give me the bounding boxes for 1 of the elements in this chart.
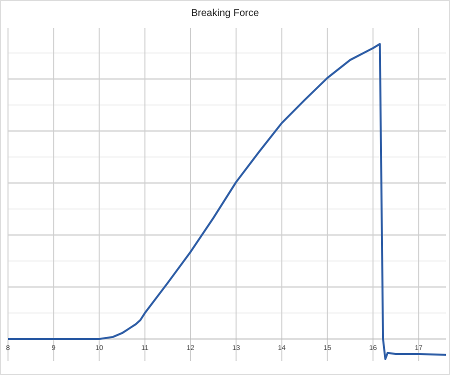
chart-title: Breaking Force bbox=[191, 8, 260, 19]
